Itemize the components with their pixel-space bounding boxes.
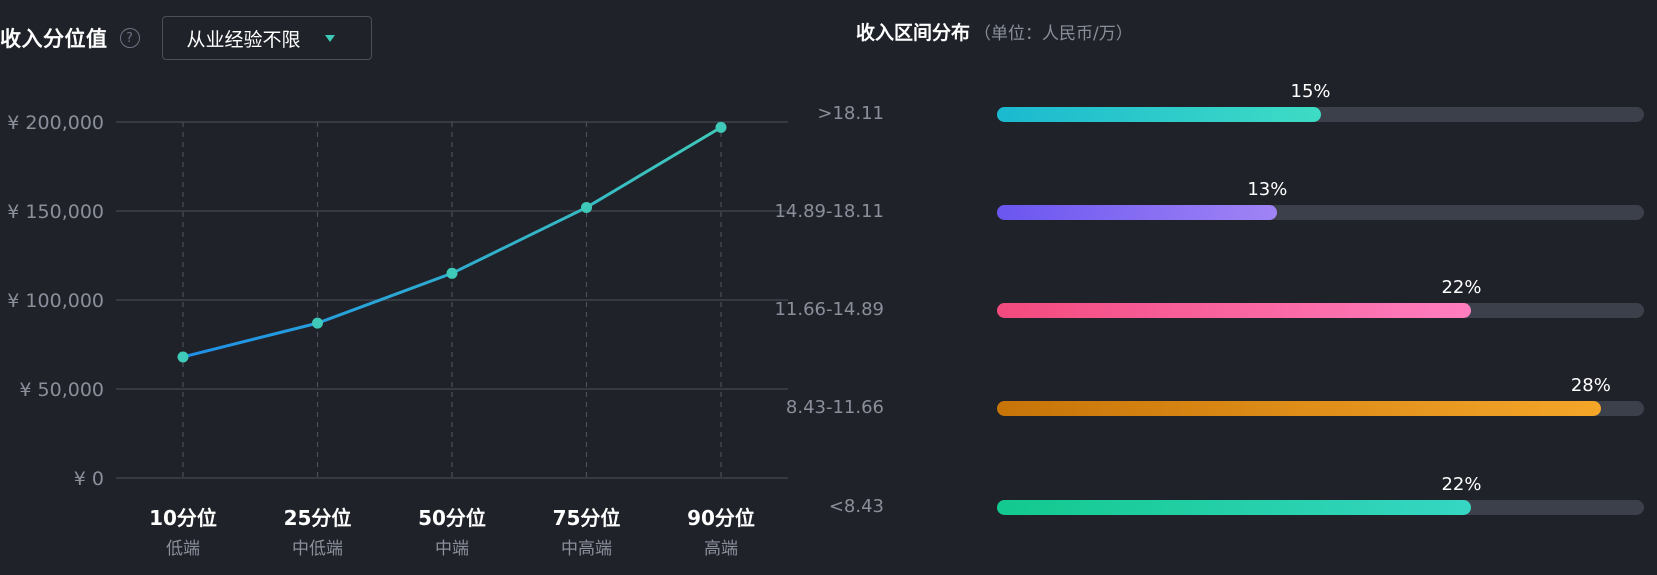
experience-dropdown-value: 从业经验不限 [186,28,301,51]
distribution-row: 8.43-11.66 28% [786,375,1646,418]
distribution-bar [997,107,1321,122]
x-tick-label: 75分位 [553,506,621,530]
distribution-bar [997,401,1601,416]
data-point [581,201,592,213]
distribution-row-label: 14.89-18.11 [774,201,884,222]
distribution-header: 收入区间分布 （单位：人民币/万） [856,18,1133,45]
distribution-track [997,500,1644,515]
y-tick-label: ¥ 200,000 [7,112,104,134]
distribution-row: <8.43 22% [829,474,1646,517]
distribution-track [997,107,1644,122]
experience-dropdown[interactable]: 从业经验不限 [161,16,372,60]
y-tick-label: ¥ 50,000 [19,379,104,401]
x-tick-label: 90分位 [687,506,755,530]
y-tick-label: ¥ 100,000 [7,290,104,312]
x-tick-label: 50分位 [418,506,486,530]
x-sub-label: 高端 [704,539,738,559]
distribution-row: 11.66-14.89 22% [774,277,1646,320]
distribution-bar [997,500,1472,515]
distribution-unit: （单位：人民币/万） [974,24,1133,44]
left-header: 收入分位值 ? 从业经验不限 [0,16,372,60]
caret-down-icon [324,34,335,42]
distribution-row: >18.11 15% [817,81,1646,124]
distribution-percent-label: 15% [1290,81,1331,102]
distribution-bar [997,205,1278,220]
distribution-row-label: <8.43 [828,496,884,517]
percentile-title: 收入分位值 [0,27,108,51]
help-icon[interactable]: ? [119,28,140,48]
distribution-track [997,303,1644,318]
distribution-percent-label: 22% [1441,277,1482,298]
distribution-bar [997,303,1472,318]
data-point [177,351,189,363]
distribution-row: 14.89-18.11 13% [774,179,1646,222]
distribution-percent-label: 22% [1441,474,1482,495]
distribution-row-label: 11.66-14.89 [774,299,884,320]
percentile-line-chart: ¥ 0 ¥ 50,000 ¥ 100,000 ¥ 150,000 ¥ 200,000 10… [7,112,788,559]
x-tick-label: 25分位 [284,506,352,530]
data-point [312,317,323,329]
data-point [446,267,458,279]
x-sub-label: 中高端 [561,539,612,559]
distribution-percent-label: 13% [1247,179,1288,200]
y-tick-label: ¥ 0 [74,468,104,490]
x-tick-label: 10分位 [149,506,217,530]
data-point [715,121,727,133]
x-sub-label: 低端 [166,539,200,559]
y-tick-label: ¥ 150,000 [7,201,104,223]
distribution-title: 收入区间分布 [856,22,971,44]
distribution-row-label: >18.11 [817,103,884,124]
distribution-row-label: 8.43-11.66 [785,397,884,418]
x-sub-label: 中端 [435,539,469,559]
distribution-track [997,205,1644,220]
distribution-percent-label: 28% [1570,375,1611,396]
x-sub-label: 中低端 [292,539,343,559]
distribution-track [997,401,1644,416]
